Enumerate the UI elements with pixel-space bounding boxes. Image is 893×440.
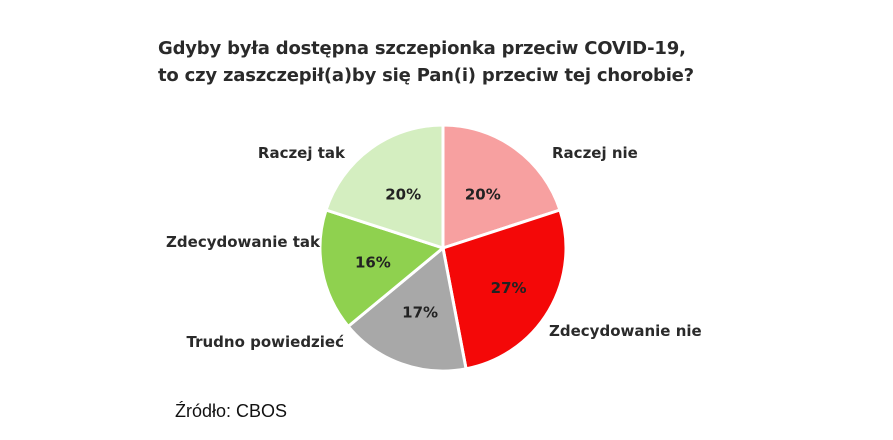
slice-value-zdecydowanie-tak: 16% <box>355 253 391 271</box>
source-note: Źródło: CBOS <box>175 401 288 421</box>
slice-label-trudno-powiedziec: Trudno powiedzieć <box>187 333 345 351</box>
slice-label-raczej-nie: Raczej nie <box>552 144 638 162</box>
slice-label-zdecydowanie-tak: Zdecydowanie tak <box>166 233 321 251</box>
slice-label-raczej-tak: Raczej tak <box>258 144 346 162</box>
slice-value-raczej-tak: 20% <box>385 185 421 203</box>
pie-slices <box>318 123 568 373</box>
pie-slice-raczej-tak <box>324 123 445 250</box>
chart-title-line-2: to czy zaszczepił(a)by się Pan(i) przeci… <box>158 65 694 86</box>
pie-slice-raczej-nie <box>441 123 562 250</box>
slice-value-raczej-nie: 20% <box>465 185 501 203</box>
chart-title: Gdyby była dostępna szczepionka przeciw … <box>158 35 858 89</box>
slice-value-zdecydowanie-nie: 27% <box>491 279 527 297</box>
slice-label-zdecydowanie-nie: Zdecydowanie nie <box>549 322 702 340</box>
chart-title-line-1: Gdyby była dostępna szczepionka przeciw … <box>158 38 686 59</box>
pie-slice-zdecydowanie-nie <box>441 208 568 371</box>
pie-slice-trudno-powiedziec <box>346 246 468 373</box>
slice-value-trudno-powiedziec: 17% <box>402 304 438 322</box>
